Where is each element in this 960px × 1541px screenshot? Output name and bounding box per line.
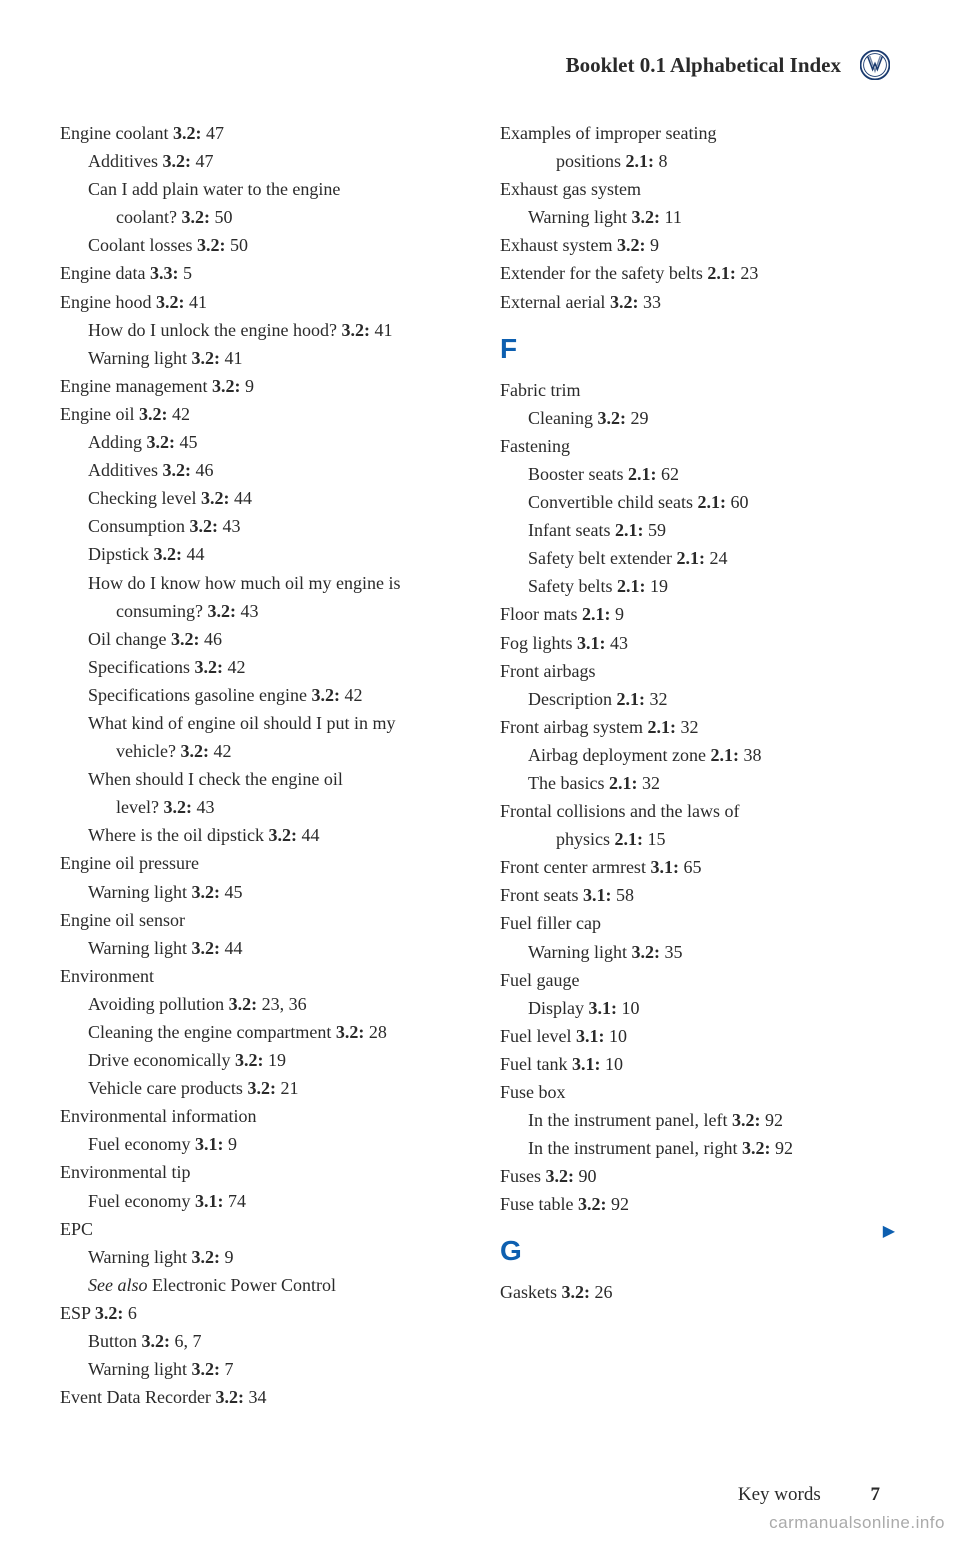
index-entry: Warning light 3.2: 45: [88, 879, 460, 905]
index-entry: Specifications gasoline engine 3.2: 42: [88, 682, 460, 708]
index-entry: Fuse table 3.2: 92: [500, 1191, 900, 1217]
index-entry: Fuse box: [500, 1079, 900, 1105]
index-entry: Cleaning 3.2: 29: [528, 405, 900, 431]
index-entry: How do I know how much oil my engine is: [88, 570, 460, 596]
left-column: Engine coolant 3.2: 47Additives 3.2: 47C…: [60, 120, 460, 1412]
index-entry: Checking level 3.2: 44: [88, 485, 460, 511]
index-entry: Consumption 3.2: 43: [88, 513, 460, 539]
watermark-text: carmanualsonline.info: [769, 1513, 945, 1533]
index-entry: Booster seats 2.1: 62: [528, 461, 900, 487]
index-entry: Display 3.1: 10: [528, 995, 900, 1021]
index-entry: Description 2.1: 32: [528, 686, 900, 712]
index-entry: What kind of engine oil should I put in …: [88, 710, 460, 736]
index-entry: Environment: [60, 963, 460, 989]
index-entry: Gaskets 3.2: 26: [500, 1279, 900, 1305]
index-entry: Dipstick 3.2: 44: [88, 541, 460, 567]
index-entry: Fuel economy 3.1: 9: [88, 1131, 460, 1157]
index-entry: Engine data 3.3: 5: [60, 260, 460, 286]
booklet-title: Booklet 0.1 Alphabetical Index: [566, 53, 841, 78]
page-footer: Key words 7: [738, 1484, 880, 1506]
index-entry: vehicle? 3.2: 42: [116, 738, 460, 764]
index-entry: Avoiding pollution 3.2: 23, 36: [88, 991, 460, 1017]
index-entry: Engine oil sensor: [60, 907, 460, 933]
index-entry: Fuel level 3.1: 10: [500, 1023, 900, 1049]
index-entry: Engine management 3.2: 9: [60, 373, 460, 399]
index-entry: coolant? 3.2: 50: [116, 204, 460, 230]
footer-section-label: Key words: [738, 1484, 821, 1505]
index-entry: Safety belt extender 2.1: 24: [528, 545, 900, 571]
footer-page-number: 7: [871, 1484, 881, 1505]
index-entry: Where is the oil dipstick 3.2: 44: [88, 822, 460, 848]
index-entry: In the instrument panel, left 3.2: 92: [528, 1107, 900, 1133]
index-entry: Warning light 3.2: 44: [88, 935, 460, 961]
index-entry: Warning light 3.2: 7: [88, 1356, 460, 1382]
section-letter: G: [500, 1235, 900, 1267]
index-entry: Warning light 3.2: 35: [528, 939, 900, 965]
continue-arrow-icon: ▶: [883, 1221, 895, 1241]
index-entry: Fastening: [500, 433, 900, 459]
index-entry: Engine coolant 3.2: 47: [60, 120, 460, 146]
index-entry: Floor mats 2.1: 9: [500, 601, 900, 627]
index-entry: Engine oil 3.2: 42: [60, 401, 460, 427]
index-entry: Fabric trim: [500, 377, 900, 403]
index-entry: Oil change 3.2: 46: [88, 626, 460, 652]
index-entry: Convertible child seats 2.1: 60: [528, 489, 900, 515]
index-entry: Additives 3.2: 46: [88, 457, 460, 483]
index-entry: Front airbags: [500, 658, 900, 684]
index-entry: Warning light 3.2: 11: [528, 204, 900, 230]
index-entry: Fuel tank 3.1: 10: [500, 1051, 900, 1077]
index-entry: Safety belts 2.1: 19: [528, 573, 900, 599]
index-entry: External aerial 3.2: 33: [500, 289, 900, 315]
index-entry: Specifications 3.2: 42: [88, 654, 460, 680]
index-entry: Examples of improper seating: [500, 120, 900, 146]
index-entry: Frontal collisions and the laws of: [500, 798, 900, 824]
index-entry: See also Electronic Power Control: [88, 1272, 460, 1298]
index-entry: Environmental information: [60, 1103, 460, 1129]
index-entry: Front center armrest 3.1: 65: [500, 854, 900, 880]
index-entry: Airbag deployment zone 2.1: 38: [528, 742, 900, 768]
index-entry: In the instrument panel, right 3.2: 92: [528, 1135, 900, 1161]
index-entry: Infant seats 2.1: 59: [528, 517, 900, 543]
index-entry: level? 3.2: 43: [116, 794, 460, 820]
index-entry: Fuel gauge: [500, 967, 900, 993]
right-column: Examples of improper seatingpositions 2.…: [500, 120, 900, 1412]
index-entry: Engine oil pressure: [60, 850, 460, 876]
index-entry: Exhaust system 3.2: 9: [500, 232, 900, 258]
index-entry: positions 2.1: 8: [556, 148, 900, 174]
index-entry: Exhaust gas system: [500, 176, 900, 202]
index-entry: EPC: [60, 1216, 460, 1242]
index-entry: Cleaning the engine compartment 3.2: 28: [88, 1019, 460, 1045]
index-entry: Drive economically 3.2: 19: [88, 1047, 460, 1073]
index-entry: Event Data Recorder 3.2: 34: [60, 1384, 460, 1410]
index-entry: How do I unlock the engine hood? 3.2: 41: [88, 317, 460, 343]
index-entry: Vehicle care products 3.2: 21: [88, 1075, 460, 1101]
index-entry: ESP 3.2: 6: [60, 1300, 460, 1326]
index-entry: Warning light 3.2: 9: [88, 1244, 460, 1270]
vw-logo-icon: [860, 50, 890, 80]
index-entry: Front airbag system 2.1: 32: [500, 714, 900, 740]
index-entry: Engine hood 3.2: 41: [60, 289, 460, 315]
index-entry: Environmental tip: [60, 1159, 460, 1185]
index-entry: Front seats 3.1: 58: [500, 882, 900, 908]
index-columns: Engine coolant 3.2: 47Additives 3.2: 47C…: [60, 120, 900, 1412]
page-header: Booklet 0.1 Alphabetical Index: [60, 50, 900, 80]
section-letter: F: [500, 333, 900, 365]
index-entry: Coolant losses 3.2: 50: [88, 232, 460, 258]
index-entry: When should I check the engine oil: [88, 766, 460, 792]
index-entry: Adding 3.2: 45: [88, 429, 460, 455]
index-entry: consuming? 3.2: 43: [116, 598, 460, 624]
index-entry: Can I add plain water to the engine: [88, 176, 460, 202]
index-entry: physics 2.1: 15: [556, 826, 900, 852]
index-entry: Fuel economy 3.1: 74: [88, 1188, 460, 1214]
index-entry: Button 3.2: 6, 7: [88, 1328, 460, 1354]
index-entry: Additives 3.2: 47: [88, 148, 460, 174]
index-entry: Fuel filler cap: [500, 910, 900, 936]
index-entry: Extender for the safety belts 2.1: 23: [500, 260, 900, 286]
index-entry: Warning light 3.2: 41: [88, 345, 460, 371]
index-entry: Fuses 3.2: 90: [500, 1163, 900, 1189]
index-entry: Fog lights 3.1: 43: [500, 630, 900, 656]
index-entry: The basics 2.1: 32: [528, 770, 900, 796]
